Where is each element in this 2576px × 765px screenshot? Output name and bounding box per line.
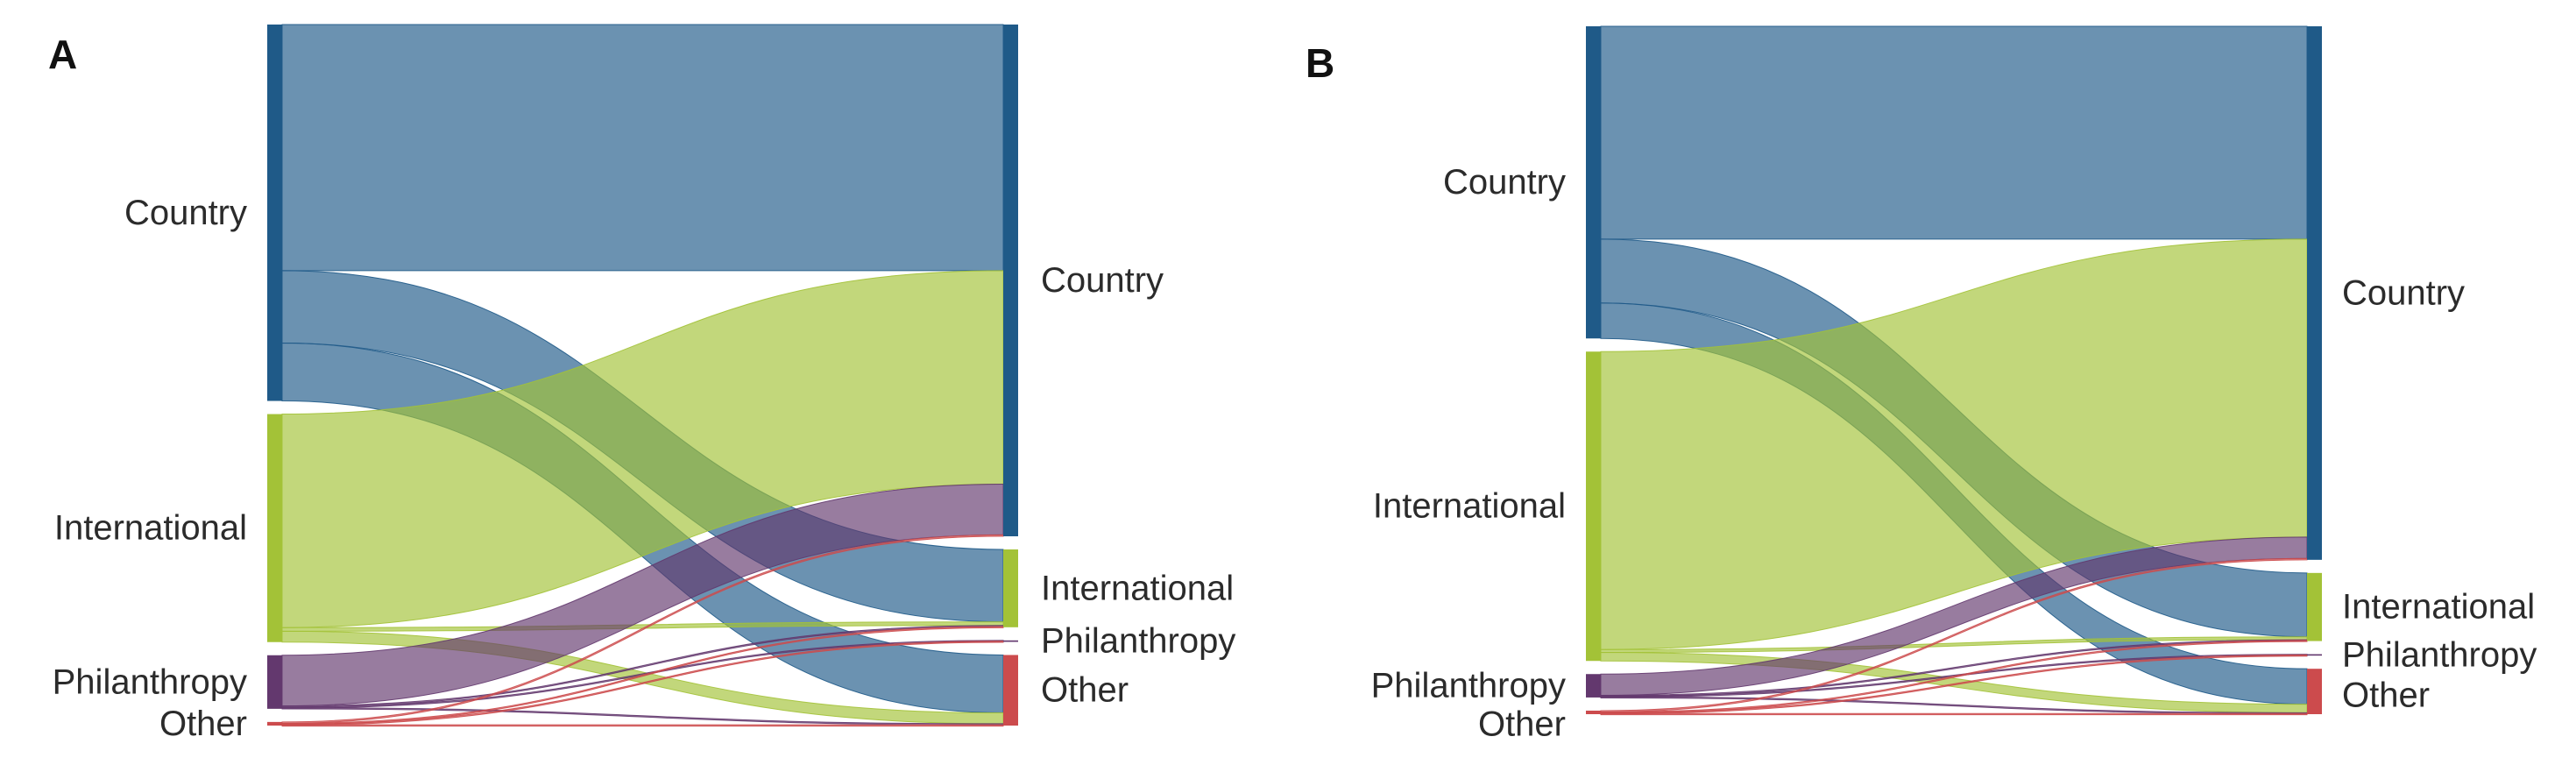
source-label-country: Country xyxy=(1443,163,1566,202)
target-node-other xyxy=(2307,669,2322,714)
node-labels: CountryInternationalPhilanthropyOtherCou… xyxy=(1371,163,2537,743)
source-label-international: International xyxy=(54,509,247,548)
target-node-country xyxy=(1003,25,1018,537)
source-node-country xyxy=(1586,26,1601,339)
link-other-to-international xyxy=(1600,640,2308,714)
link-country-to-country xyxy=(1600,25,2308,240)
link-other-to-philanthropy xyxy=(281,641,1004,726)
source-label-international: International xyxy=(1373,487,1566,526)
target-label-other: Other xyxy=(2342,676,2430,714)
source-label-other: Other xyxy=(1478,705,1566,744)
source-node-international xyxy=(267,414,282,642)
target-node-international xyxy=(2307,572,2322,641)
target-label-other: Other xyxy=(1041,671,1129,710)
link-country-to-country xyxy=(281,24,1004,272)
target-label-international: International xyxy=(1041,569,1234,607)
panel-label: B xyxy=(1306,40,1334,86)
source-label-other: Other xyxy=(159,705,247,743)
target-node-other xyxy=(1003,655,1018,726)
links xyxy=(1600,25,2308,716)
target-node-philanthropy xyxy=(2307,654,2322,656)
source-label-country: Country xyxy=(124,194,247,232)
link-other-to-country xyxy=(281,534,1004,725)
target-label-international: International xyxy=(2342,588,2535,627)
target-label-philanthropy: Philanthropy xyxy=(2342,635,2537,674)
source-label-philanthropy: Philanthropy xyxy=(1371,667,1566,705)
target-label-country: Country xyxy=(1041,261,1164,300)
panel-label: A xyxy=(48,32,77,77)
nodes xyxy=(267,25,1018,726)
source-node-other xyxy=(1586,710,1601,714)
links xyxy=(281,24,1004,727)
link-other-to-philanthropy xyxy=(1600,654,2308,715)
source-label-philanthropy: Philanthropy xyxy=(53,662,247,701)
target-node-country xyxy=(2307,26,2322,560)
source-node-philanthropy xyxy=(267,655,282,709)
target-label-philanthropy: Philanthropy xyxy=(1041,622,1235,661)
nodes xyxy=(1586,26,2322,714)
source-node-philanthropy xyxy=(1586,674,1601,698)
target-node-philanthropy xyxy=(1003,640,1018,642)
link-other-to-other xyxy=(1600,712,2308,716)
source-node-other xyxy=(267,721,282,726)
link-other-to-other xyxy=(281,724,1004,727)
target-node-international xyxy=(1003,549,1018,627)
source-node-international xyxy=(1586,351,1601,662)
panel-b: CountryInternationalPhilanthropyOtherCou… xyxy=(1306,25,2537,744)
panel-a: Country International Philanthropy Other Cou… xyxy=(48,24,1236,743)
node-labels: Country International Philanthropy Other Cou… xyxy=(53,194,1236,743)
source-node-country xyxy=(267,25,282,401)
target-label-country: Country xyxy=(2342,273,2465,312)
link-other-to-international xyxy=(281,626,1004,726)
